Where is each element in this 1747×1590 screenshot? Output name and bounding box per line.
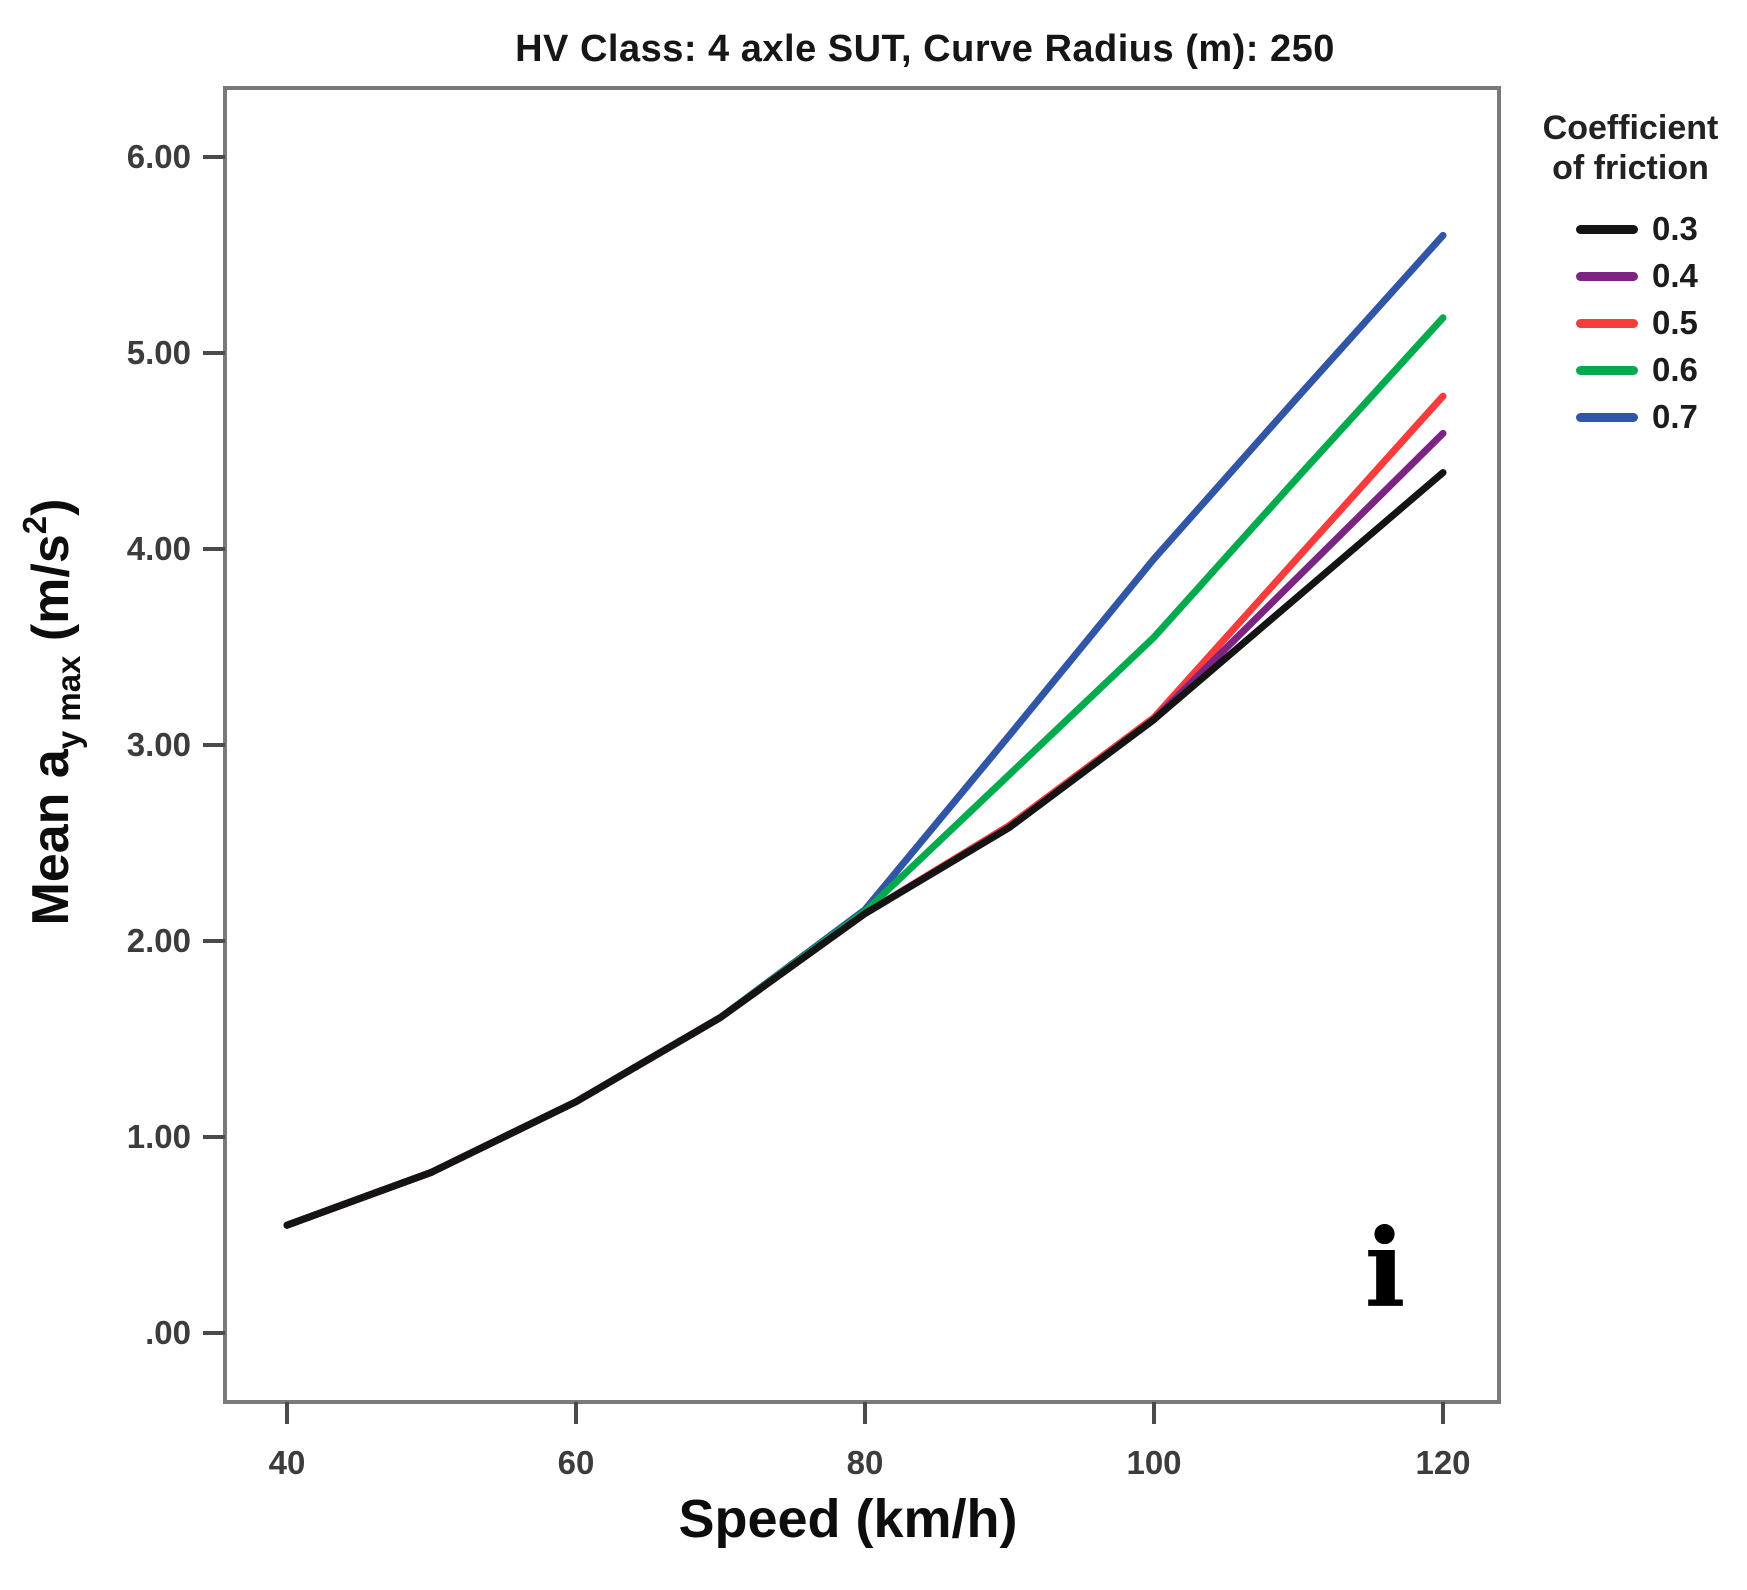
legend-entry-0.5: 0.5 (1576, 304, 1698, 342)
y-axis-title-unit-open: (m/s (22, 534, 80, 656)
series-line-0.5 (283, 392, 1447, 1229)
y-axis-title-main: Mean a (22, 749, 80, 926)
x-tick-label: 120 (1415, 1444, 1470, 1481)
x-axis-title: Speed (km/h) (678, 1489, 1018, 1549)
legend-entry-0.6: 0.6 (1576, 351, 1698, 389)
legend-swatch-0.6 (1576, 365, 1638, 375)
legend-swatch-0.3 (1576, 224, 1638, 234)
y-tick-label: 2.00 (127, 922, 191, 959)
x-tick-label: 40 (269, 1444, 306, 1481)
legend-entries: 0.3 0.4 0.5 0.6 0.7 (1518, 210, 1743, 436)
legend-entry-0.7: 0.7 (1576, 398, 1698, 436)
legend-swatch-0.5 (1576, 318, 1638, 328)
legend-entry-0.4: 0.4 (1576, 257, 1698, 295)
panel-letter-label: i (1364, 1206, 1406, 1332)
legend-swatch-0.4 (1576, 271, 1638, 281)
y-tick-label: 4.00 (127, 530, 191, 567)
y-tick-label: 3.00 (127, 726, 191, 763)
y-axis-title-subscript: y max (50, 655, 87, 750)
series-line-0.3 (283, 469, 1447, 1229)
y-tick-label: 5.00 (127, 334, 191, 371)
legend: Coefficient of friction 0.3 0.4 0.5 0.6 0.7 (1518, 108, 1743, 436)
legend-title-line2: of friction (1552, 149, 1709, 188)
legend-label: 0.6 (1652, 351, 1698, 389)
legend-entry-0.3: 0.3 (1576, 210, 1698, 248)
y-tick-label: 1.00 (127, 1118, 191, 1155)
plot-frame (223, 86, 1501, 1404)
y-tick-label: 6.00 (127, 138, 191, 175)
legend-label: 0.3 (1652, 210, 1698, 248)
chart-title: HV Class: 4 axle SUT, Curve Radius (m): … (515, 28, 1335, 70)
x-tick-label: 80 (847, 1444, 884, 1481)
legend-title: Coefficient of friction (1518, 108, 1743, 188)
x-tick-label: 100 (1126, 1444, 1181, 1481)
legend-label: 0.4 (1652, 257, 1698, 295)
series-line-0.6 (283, 314, 1447, 1229)
legend-title-line1: Coefficient (1542, 109, 1719, 147)
y-axis-title: Mean ay max (m/s2) (16, 499, 88, 926)
legend-swatch-0.7 (1576, 412, 1638, 422)
series-line-0.7 (283, 231, 1447, 1229)
x-tick-label: 60 (558, 1444, 595, 1481)
legend-label: 0.5 (1652, 304, 1698, 342)
y-axis-title-superscript: 2 (16, 515, 53, 535)
series-line-0.4 (283, 429, 1447, 1229)
legend-label: 0.7 (1652, 398, 1698, 436)
y-tick-label: .00 (145, 1314, 191, 1351)
y-axis-title-unit-close: ) (22, 498, 80, 516)
